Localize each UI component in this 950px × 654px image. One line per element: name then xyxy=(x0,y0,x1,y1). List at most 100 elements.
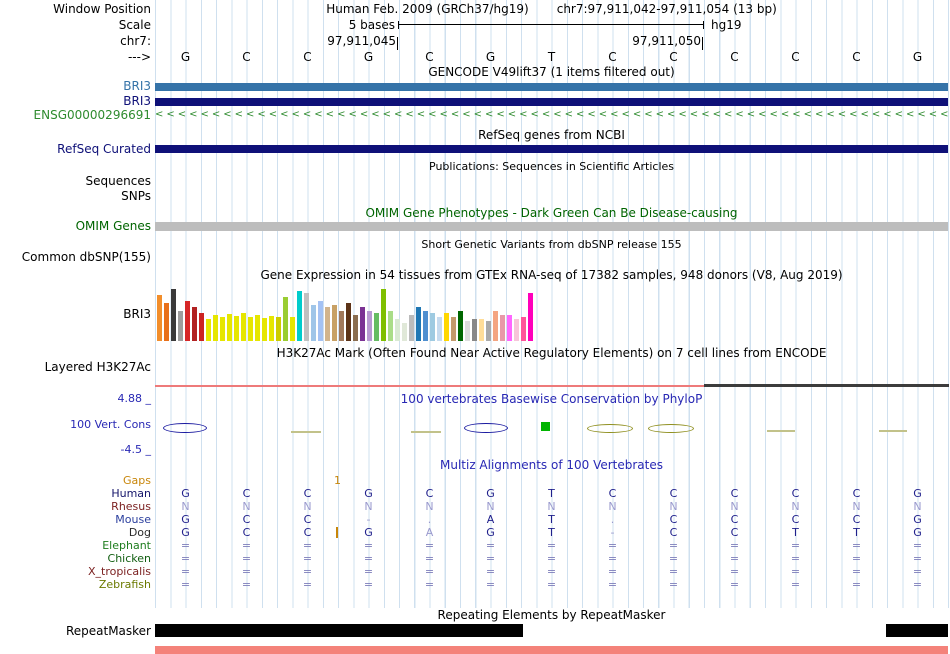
gtex-tissue-bar[interactable] xyxy=(514,319,519,341)
gtex-tissue-bar[interactable] xyxy=(248,317,253,341)
aligned-base: A xyxy=(425,526,434,539)
gtex-tissue-bar[interactable] xyxy=(500,315,505,341)
gtex-tissue-bar[interactable] xyxy=(381,289,386,341)
aligned-base: G xyxy=(913,513,922,526)
species-label-human: Human xyxy=(111,487,151,500)
gtex-tissue-bar[interactable] xyxy=(388,311,393,341)
gtex-tissue-bar[interactable] xyxy=(395,319,400,341)
gtex-tissue-bar[interactable] xyxy=(325,307,330,341)
gtex-tissue-bar[interactable] xyxy=(486,321,491,341)
aligned-base: C xyxy=(608,487,617,500)
gtex-tissue-bar[interactable] xyxy=(437,317,442,341)
gtex-tissue-bar[interactable] xyxy=(444,313,449,341)
h3k27ac-baseline-right[interactable] xyxy=(704,384,949,387)
alignment-row-elephant[interactable]: Elephant = = = = = = = = = = = = = xyxy=(0,539,950,552)
gtex-tissue-bar[interactable] xyxy=(206,319,211,341)
aligned-base: = xyxy=(912,552,923,565)
partial-track-bar[interactable] xyxy=(155,646,948,654)
conservation-glyph xyxy=(648,424,694,433)
gtex-tissue-bar[interactable] xyxy=(276,317,281,341)
position-header: Human Feb. 2009 (GRCh37/hg19) chr7:97,91… xyxy=(155,3,948,16)
alignment-cells-gaps: 1 xyxy=(155,474,948,487)
repeat-element-bar[interactable] xyxy=(886,624,948,637)
gtex-tissue-bar[interactable] xyxy=(192,307,197,341)
gtex-tissue-bar[interactable] xyxy=(423,311,428,341)
aligned-base: - xyxy=(366,513,371,526)
track-label-bri3-1: BRI3 xyxy=(123,79,151,93)
gtex-tissue-bar[interactable] xyxy=(164,303,169,341)
gtex-tissue-bar[interactable] xyxy=(479,319,484,341)
gtex-tissue-bar[interactable] xyxy=(213,315,218,341)
gtex-tissue-bar[interactable] xyxy=(269,316,274,341)
gtex-tissue-bar[interactable] xyxy=(227,314,232,341)
gtex-tissue-bar[interactable] xyxy=(493,311,498,341)
alignment-cells-x_tropicalis: = = = = = = = = = = = = = xyxy=(155,565,948,578)
gene-bar-refseq[interactable] xyxy=(155,145,948,153)
gtex-tissue-bar[interactable] xyxy=(374,313,379,341)
gtex-tissue-bar[interactable] xyxy=(528,293,533,341)
gtex-tissue-bar[interactable] xyxy=(458,311,463,341)
gtex-tissue-bar[interactable] xyxy=(360,307,365,341)
gtex-tissue-bar[interactable] xyxy=(346,303,351,341)
gtex-tissue-bar[interactable] xyxy=(367,311,372,341)
phylop-signal-area[interactable] xyxy=(155,410,948,452)
gtex-tissue-bar[interactable] xyxy=(318,301,323,341)
repeatmasker-track-area[interactable] xyxy=(155,624,948,637)
alignment-row-gaps[interactable]: Gaps 1 xyxy=(0,474,950,487)
gtex-expression-barchart[interactable] xyxy=(157,286,535,341)
alignment-row-x_tropicalis[interactable]: X_tropicalis = = = = = = = = = = = = = xyxy=(0,565,950,578)
h3k27ac-baseline-left[interactable] xyxy=(155,385,704,387)
gtex-tissue-bar[interactable] xyxy=(339,311,344,341)
aligned-base: C xyxy=(669,487,678,500)
gtex-tissue-bar[interactable] xyxy=(255,315,260,341)
aligned-base: T xyxy=(548,513,555,526)
gtex-tissue-bar[interactable] xyxy=(451,317,456,341)
gtex-tissue-bar[interactable] xyxy=(465,321,470,341)
aligned-base: G xyxy=(364,487,373,500)
alignment-cells-elephant: = = = = = = = = = = = = = xyxy=(155,539,948,552)
alignment-row-dog[interactable]: Dog G C C G A G T - C C T T G xyxy=(0,526,950,539)
gtex-tissue-bar[interactable] xyxy=(297,291,302,341)
gtex-tissue-bar[interactable] xyxy=(353,315,358,341)
gene-bar-bri3-1[interactable] xyxy=(155,83,948,91)
gtex-tissue-bar[interactable] xyxy=(283,297,288,341)
gtex-tissue-bar[interactable] xyxy=(262,318,267,341)
aligned-base: T xyxy=(548,487,555,500)
ensembl-gene-direction-arrows[interactable]: <<<<<<<<<<<<<<<<<<<<<<<<<<<<<<<<<<<<<<<<… xyxy=(155,109,948,120)
gtex-tissue-bar[interactable] xyxy=(402,323,407,341)
gtex-tissue-bar[interactable] xyxy=(241,313,246,341)
gtex-tissue-bar[interactable] xyxy=(332,305,337,341)
gtex-tissue-bar[interactable] xyxy=(521,317,526,341)
gtex-tissue-bar[interactable] xyxy=(304,293,309,341)
alignment-row-zebrafish[interactable]: Zebrafish = = = = = = = = = = = = = xyxy=(0,578,950,591)
coord-right: 97,911,050 xyxy=(632,34,701,48)
aligned-base: = xyxy=(424,565,435,578)
gtex-tissue-bar[interactable] xyxy=(409,315,414,341)
gtex-tissue-bar[interactable] xyxy=(171,289,176,341)
gtex-tissue-bar[interactable] xyxy=(311,305,316,341)
alignment-row-human[interactable]: Human G C C G C G T C C C C C G xyxy=(0,487,950,500)
gtex-tissue-bar[interactable] xyxy=(234,316,239,341)
gtex-tissue-bar[interactable] xyxy=(220,317,225,341)
alignment-row-rhesus[interactable]: Rhesus N N N N N N N N N N N N N xyxy=(0,500,950,513)
gene-bar-bri3-2[interactable] xyxy=(155,98,948,106)
alignment-cells-zebrafish: = = = = = = = = = = = = = xyxy=(155,578,948,591)
multiz-alignment-rows[interactable]: Gaps 1 Human G C C G C G T C C C C C G Rhesus N N N N N N N N N N N… xyxy=(0,474,950,591)
base-letter: C xyxy=(242,50,251,64)
gtex-tissue-bar[interactable] xyxy=(416,307,421,341)
alignment-row-mouse[interactable]: Mouse G C C -. A T. C C C C G xyxy=(0,513,950,526)
alignment-row-chicken[interactable]: Chicken = = = = = = = = = = = = = xyxy=(0,552,950,565)
gtex-tissue-bar[interactable] xyxy=(185,301,190,341)
gtex-tissue-bar[interactable] xyxy=(507,315,512,341)
gtex-tissue-bar[interactable] xyxy=(472,319,477,341)
aligned-base: = xyxy=(302,552,313,565)
omim-gene-bar[interactable] xyxy=(155,222,948,231)
gtex-tissue-bar[interactable] xyxy=(157,295,162,341)
gtex-tissue-bar[interactable] xyxy=(430,313,435,341)
gtex-tissue-bar[interactable] xyxy=(178,311,183,341)
gtex-tissue-bar[interactable] xyxy=(290,317,295,341)
repeat-element-bar[interactable] xyxy=(155,624,523,637)
gtex-tissue-bar[interactable] xyxy=(199,313,204,341)
